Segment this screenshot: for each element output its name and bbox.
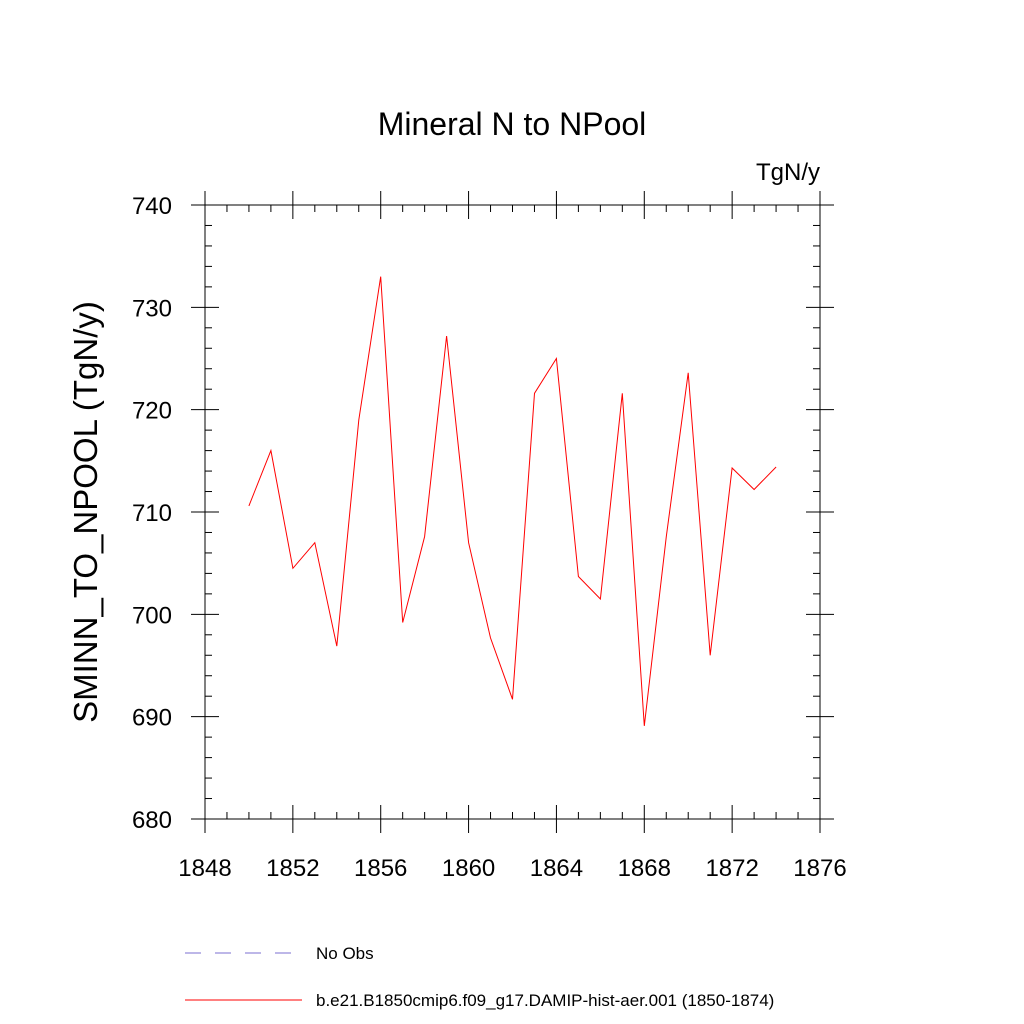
axis-ticks bbox=[191, 191, 834, 833]
y-tick-labels: 680 690 700 710 720 730 740 bbox=[132, 193, 172, 834]
x-tick-labels: 1848 1852 1856 1860 1864 1868 1872 1876 bbox=[178, 855, 846, 882]
legend: No Obs b.e21.B1850cmip6.f09_g17.DAMIP-hi… bbox=[185, 944, 774, 1010]
units-label: TgN/y bbox=[756, 159, 820, 186]
x-tick-label: 1848 bbox=[178, 855, 231, 882]
legend-label-no-obs: No Obs bbox=[316, 944, 374, 963]
x-tick-label: 1852 bbox=[266, 855, 319, 882]
chart-title: Mineral N to NPool bbox=[378, 106, 647, 142]
series-layer bbox=[248, 276, 777, 726]
y-tick-label: 680 bbox=[132, 807, 172, 834]
x-tick-label: 1860 bbox=[442, 855, 495, 882]
y-tick-label: 700 bbox=[132, 602, 172, 629]
y-tick-label: 720 bbox=[132, 398, 172, 425]
x-tick-label: 1856 bbox=[354, 855, 407, 882]
y-axis-label: SMINN_TO_NPOOL (TgN/y) bbox=[67, 301, 104, 723]
x-tick-label: 1876 bbox=[793, 855, 846, 882]
y-tick-label: 740 bbox=[132, 193, 172, 220]
plot-frame bbox=[204, 204, 821, 820]
x-tick-label: 1872 bbox=[705, 855, 758, 882]
legend-label-model-run: b.e21.B1850cmip6.f09_g17.DAMIP-hist-aer.… bbox=[316, 991, 774, 1010]
series-line bbox=[248, 276, 777, 726]
y-tick-label: 710 bbox=[132, 500, 172, 527]
y-tick-label: 690 bbox=[132, 705, 172, 732]
y-tick-label: 730 bbox=[132, 295, 172, 322]
x-tick-label: 1868 bbox=[618, 855, 671, 882]
x-tick-label: 1864 bbox=[530, 855, 583, 882]
